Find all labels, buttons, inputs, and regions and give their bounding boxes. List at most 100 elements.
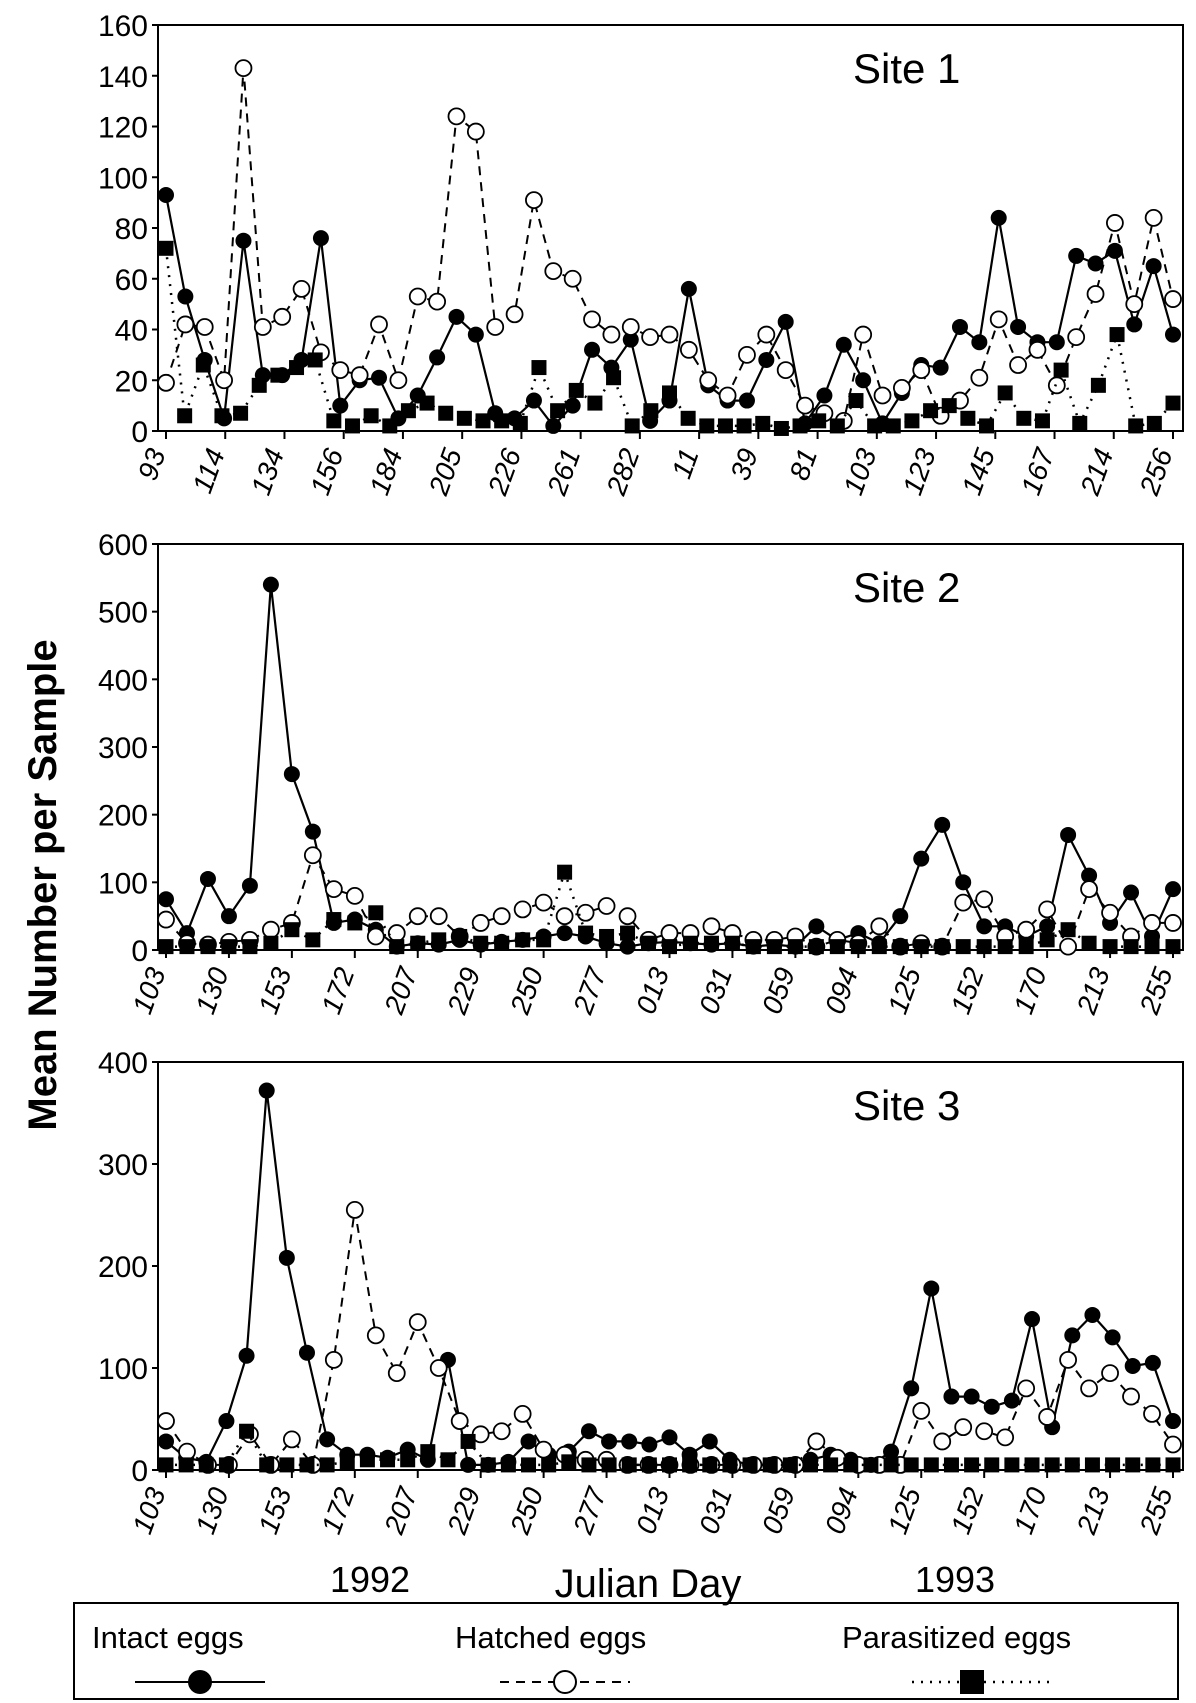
point-intact — [520, 1433, 537, 1450]
point-hatched — [1164, 914, 1182, 932]
point-parasitized — [1145, 1457, 1161, 1473]
point-intact — [158, 1433, 174, 1450]
year-label-1993: 1993 — [915, 1559, 995, 1600]
point-parasitized — [557, 864, 573, 880]
point-parasitized — [410, 935, 426, 951]
point-parasitized — [456, 410, 472, 426]
point-parasitized — [641, 1457, 657, 1473]
point-parasitized — [1165, 395, 1181, 411]
point-parasitized — [233, 405, 249, 421]
point-intact — [545, 417, 562, 434]
point-intact — [262, 576, 279, 593]
point-intact — [641, 1436, 658, 1453]
point-parasitized — [641, 935, 657, 951]
point-hatched — [738, 345, 756, 364]
point-parasitized — [662, 385, 677, 401]
point-intact — [1126, 316, 1143, 333]
point-parasitized — [382, 418, 398, 434]
point-parasitized — [979, 418, 995, 434]
point-intact — [1124, 1357, 1141, 1374]
point-intact — [1165, 1413, 1181, 1430]
point-hatched — [387, 1364, 406, 1382]
point-parasitized — [400, 1452, 416, 1468]
y-tick-label: 80 — [115, 213, 148, 246]
point-hatched — [954, 1418, 973, 1437]
point-parasitized — [578, 925, 594, 941]
point-parasitized — [843, 1457, 859, 1473]
point-parasitized — [1018, 939, 1034, 955]
point-hatched — [970, 368, 989, 387]
point-parasitized — [682, 1457, 698, 1473]
legend-label-hatched: Hatched eggs — [455, 1620, 646, 1655]
point-hatched — [408, 1313, 427, 1331]
y-tick-label: 100 — [98, 1353, 148, 1386]
point-hatched — [660, 325, 679, 344]
point-intact — [298, 1344, 315, 1361]
point-hatched — [975, 1422, 994, 1441]
point-intact — [278, 1249, 295, 1266]
point-parasitized — [717, 418, 733, 434]
point-hatched — [234, 59, 253, 78]
y-tick-label: 20 — [115, 365, 148, 398]
point-intact — [235, 232, 252, 249]
point-hatched — [1101, 1364, 1119, 1382]
point-parasitized — [494, 935, 510, 951]
point-hatched — [292, 279, 311, 298]
point-intact — [990, 209, 1007, 226]
point-hatched — [215, 371, 233, 390]
point-hatched — [544, 262, 563, 281]
point-intact — [701, 1433, 718, 1450]
point-parasitized — [699, 418, 715, 434]
point-parasitized — [279, 1457, 295, 1473]
point-parasitized — [242, 939, 258, 955]
point-parasitized — [883, 1457, 899, 1473]
y-tick-label: 100 — [98, 867, 148, 900]
point-intact — [564, 397, 581, 414]
y-axis-label: Mean Number per Sample — [21, 639, 65, 1130]
point-intact — [955, 874, 972, 891]
point-intact — [661, 1429, 678, 1446]
point-hatched — [1143, 914, 1161, 932]
point-parasitized — [941, 398, 957, 414]
point-parasitized — [512, 415, 528, 431]
point-hatched — [873, 386, 892, 405]
point-parasitized — [1044, 1457, 1060, 1473]
point-hatched — [807, 1432, 826, 1451]
point-parasitized — [923, 403, 939, 419]
point-hatched — [796, 396, 814, 415]
point-parasitized — [587, 395, 603, 411]
point-parasitized — [976, 939, 992, 955]
point-parasitized — [829, 939, 845, 955]
point-hatched — [1164, 290, 1182, 308]
point-hatched — [282, 1430, 301, 1449]
point-parasitized — [1109, 327, 1125, 343]
y-tick-label: 60 — [115, 264, 148, 297]
point-parasitized — [214, 408, 230, 424]
point-intact — [1010, 318, 1027, 335]
y-tick-label: 400 — [98, 1047, 148, 1080]
point-parasitized — [742, 1457, 758, 1473]
point-parasitized — [239, 1423, 255, 1439]
point-intact — [913, 850, 930, 867]
point-hatched — [370, 315, 388, 334]
point-intact — [1039, 918, 1056, 935]
point-parasitized — [850, 939, 866, 955]
point-parasitized — [178, 1457, 194, 1473]
point-intact — [903, 1380, 920, 1397]
y-tick-label: 40 — [115, 315, 148, 348]
point-hatched — [525, 191, 543, 209]
point-intact — [332, 397, 349, 414]
point-parasitized — [606, 370, 622, 386]
point-parasitized — [682, 935, 698, 951]
point-intact — [429, 349, 446, 366]
point-intact — [1104, 1329, 1121, 1346]
point-intact — [556, 925, 573, 942]
y-tick-label: 100 — [98, 162, 148, 195]
point-hatched — [989, 310, 1008, 329]
point-parasitized — [158, 240, 174, 256]
point-hatched — [660, 924, 679, 942]
point-intact — [892, 908, 909, 925]
point-parasitized — [536, 932, 552, 948]
point-intact — [238, 1347, 255, 1364]
point-parasitized — [368, 905, 384, 921]
